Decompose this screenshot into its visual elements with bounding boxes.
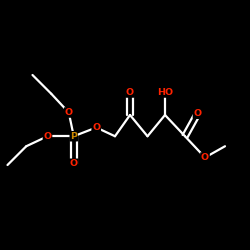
Text: O: O	[44, 132, 52, 141]
Text: O: O	[201, 153, 209, 162]
Text: O: O	[92, 123, 100, 132]
Text: O: O	[126, 88, 134, 97]
Text: O: O	[70, 159, 78, 168]
Text: O: O	[65, 108, 73, 117]
Text: HO: HO	[157, 88, 173, 97]
Text: P: P	[70, 132, 77, 141]
Text: O: O	[194, 109, 202, 118]
